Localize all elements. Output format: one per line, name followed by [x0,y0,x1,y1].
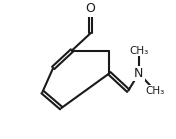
Text: CH₃: CH₃ [129,45,149,55]
Text: CH₃: CH₃ [145,86,165,96]
Text: O: O [86,3,96,15]
Text: N: N [134,67,144,80]
